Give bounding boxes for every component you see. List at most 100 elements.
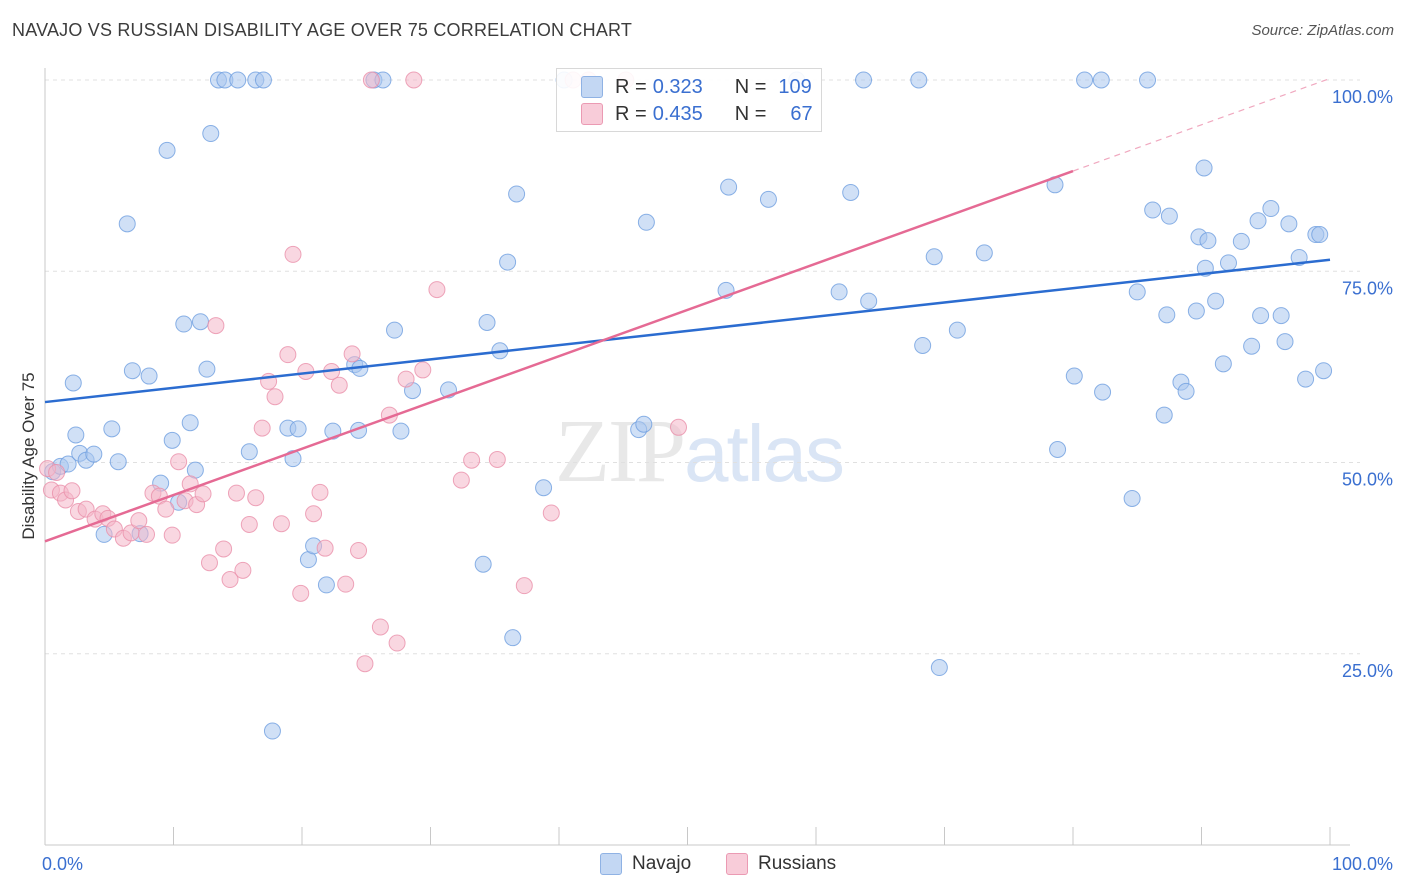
- stats-legend-row-russians: R = 0.435 N = 67: [581, 101, 813, 127]
- navajo-point: [508, 185, 526, 203]
- navajo-point: [535, 479, 553, 497]
- legend-item-navajo: Navajo: [600, 852, 691, 876]
- navajo-point: [229, 71, 247, 89]
- russians-point: [356, 655, 374, 673]
- label-layer: 25.0% 50.0% 75.0% 100.0% 0.0% 100.0% Disabilit…: [19, 87, 1393, 874]
- navajo-point: [289, 420, 307, 438]
- x-tick-label: 0.0%: [42, 854, 83, 874]
- navajo-point: [263, 722, 281, 740]
- russians-point: [130, 512, 148, 530]
- navajo-point: [1049, 440, 1067, 458]
- navajo-point: [914, 336, 932, 354]
- y-tick-label: 100.0%: [1332, 87, 1393, 107]
- navajo-point: [635, 415, 653, 433]
- navajo-point: [1144, 201, 1162, 219]
- navajo-point: [254, 71, 272, 89]
- watermark-zip: ZIP: [555, 402, 686, 501]
- navajo-point: [504, 629, 522, 647]
- navajo-point: [1280, 215, 1298, 233]
- navajo-point: [1214, 355, 1232, 373]
- russians-point: [515, 577, 533, 595]
- russians-point: [170, 453, 188, 471]
- r-value: 0.323: [652, 75, 703, 98]
- navajo-point: [109, 453, 127, 471]
- navajo-point: [1160, 207, 1178, 225]
- navajo-point: [67, 426, 85, 444]
- navajo-point: [1297, 370, 1315, 388]
- navajo-point: [910, 71, 928, 89]
- chart-source: Source: ZipAtlas.com: [1251, 22, 1394, 39]
- russians-point: [337, 575, 355, 593]
- russians-point: [316, 539, 334, 557]
- russians-swatch: [581, 103, 603, 125]
- russians-point: [414, 361, 432, 379]
- russians-legend-label: Russians: [758, 853, 837, 874]
- russians-point: [371, 618, 389, 636]
- russians-point: [163, 526, 181, 544]
- russians-point: [200, 554, 218, 572]
- navajo-point: [1219, 254, 1237, 272]
- navajo-point: [202, 125, 220, 143]
- navajo-point: [759, 190, 777, 208]
- navajo-point: [1092, 71, 1110, 89]
- navajo-point: [842, 183, 860, 201]
- russians-point: [194, 485, 212, 503]
- navajo-point: [499, 253, 517, 271]
- chart-title: NAVAJO VS RUSSIAN DISABILITY AGE OVER 75…: [12, 20, 633, 40]
- navajo-point: [392, 422, 410, 440]
- russians-point: [330, 376, 348, 394]
- navajo-point: [1315, 362, 1333, 380]
- navajo-point: [85, 445, 103, 463]
- navajo-point: [1123, 489, 1141, 507]
- russians-point: [350, 541, 368, 559]
- navajo-point: [317, 576, 335, 594]
- watermark: ZIPatlas: [555, 400, 845, 503]
- russians-point: [157, 500, 175, 518]
- navajo-point: [474, 555, 492, 573]
- navajo-legend-label: Navajo: [632, 853, 692, 874]
- russians-legend-swatch: [726, 853, 748, 875]
- russians-point: [207, 317, 225, 335]
- navajo-legend-swatch: [600, 853, 622, 875]
- navajo-point: [1311, 226, 1329, 244]
- y-axis-label: Disability Age Over 75: [19, 372, 38, 539]
- russians-point: [272, 515, 290, 533]
- points-layer: [39, 71, 1333, 740]
- navajo-point: [198, 360, 216, 378]
- navajo-point: [925, 248, 943, 266]
- navajo-point: [855, 71, 873, 89]
- r-label: R =: [615, 102, 647, 125]
- navajo-point: [158, 141, 176, 159]
- russians-point: [343, 345, 361, 363]
- russians-point: [428, 281, 446, 299]
- russians-point: [215, 540, 233, 558]
- russians-point: [138, 525, 156, 543]
- russians-point: [279, 346, 297, 364]
- r-value: 0.435: [652, 102, 703, 125]
- russians-point: [362, 71, 380, 89]
- navajo-point: [1094, 383, 1112, 401]
- navajo-point: [1272, 307, 1290, 325]
- navajo-point: [386, 321, 404, 339]
- russians-point: [405, 71, 423, 89]
- russians-point: [388, 634, 406, 652]
- navajo-point: [1290, 248, 1308, 266]
- navajo-point: [140, 367, 158, 385]
- navajo-point: [163, 431, 181, 449]
- russians-point: [266, 388, 284, 406]
- navajo-point: [1128, 283, 1146, 301]
- navajo-point: [1243, 337, 1261, 355]
- navajo-point: [1262, 200, 1280, 218]
- n-value: 67: [790, 102, 813, 125]
- navajo-point: [830, 283, 848, 301]
- n-label: N =: [734, 102, 767, 125]
- navajo-point: [720, 178, 738, 196]
- russians-point: [247, 489, 265, 507]
- navajo-point: [1252, 307, 1270, 325]
- russians-point: [284, 245, 302, 263]
- r-label: R =: [615, 75, 647, 98]
- navajo-point: [1155, 406, 1173, 424]
- n-value: 109: [778, 75, 812, 98]
- navajo-point: [1158, 306, 1176, 324]
